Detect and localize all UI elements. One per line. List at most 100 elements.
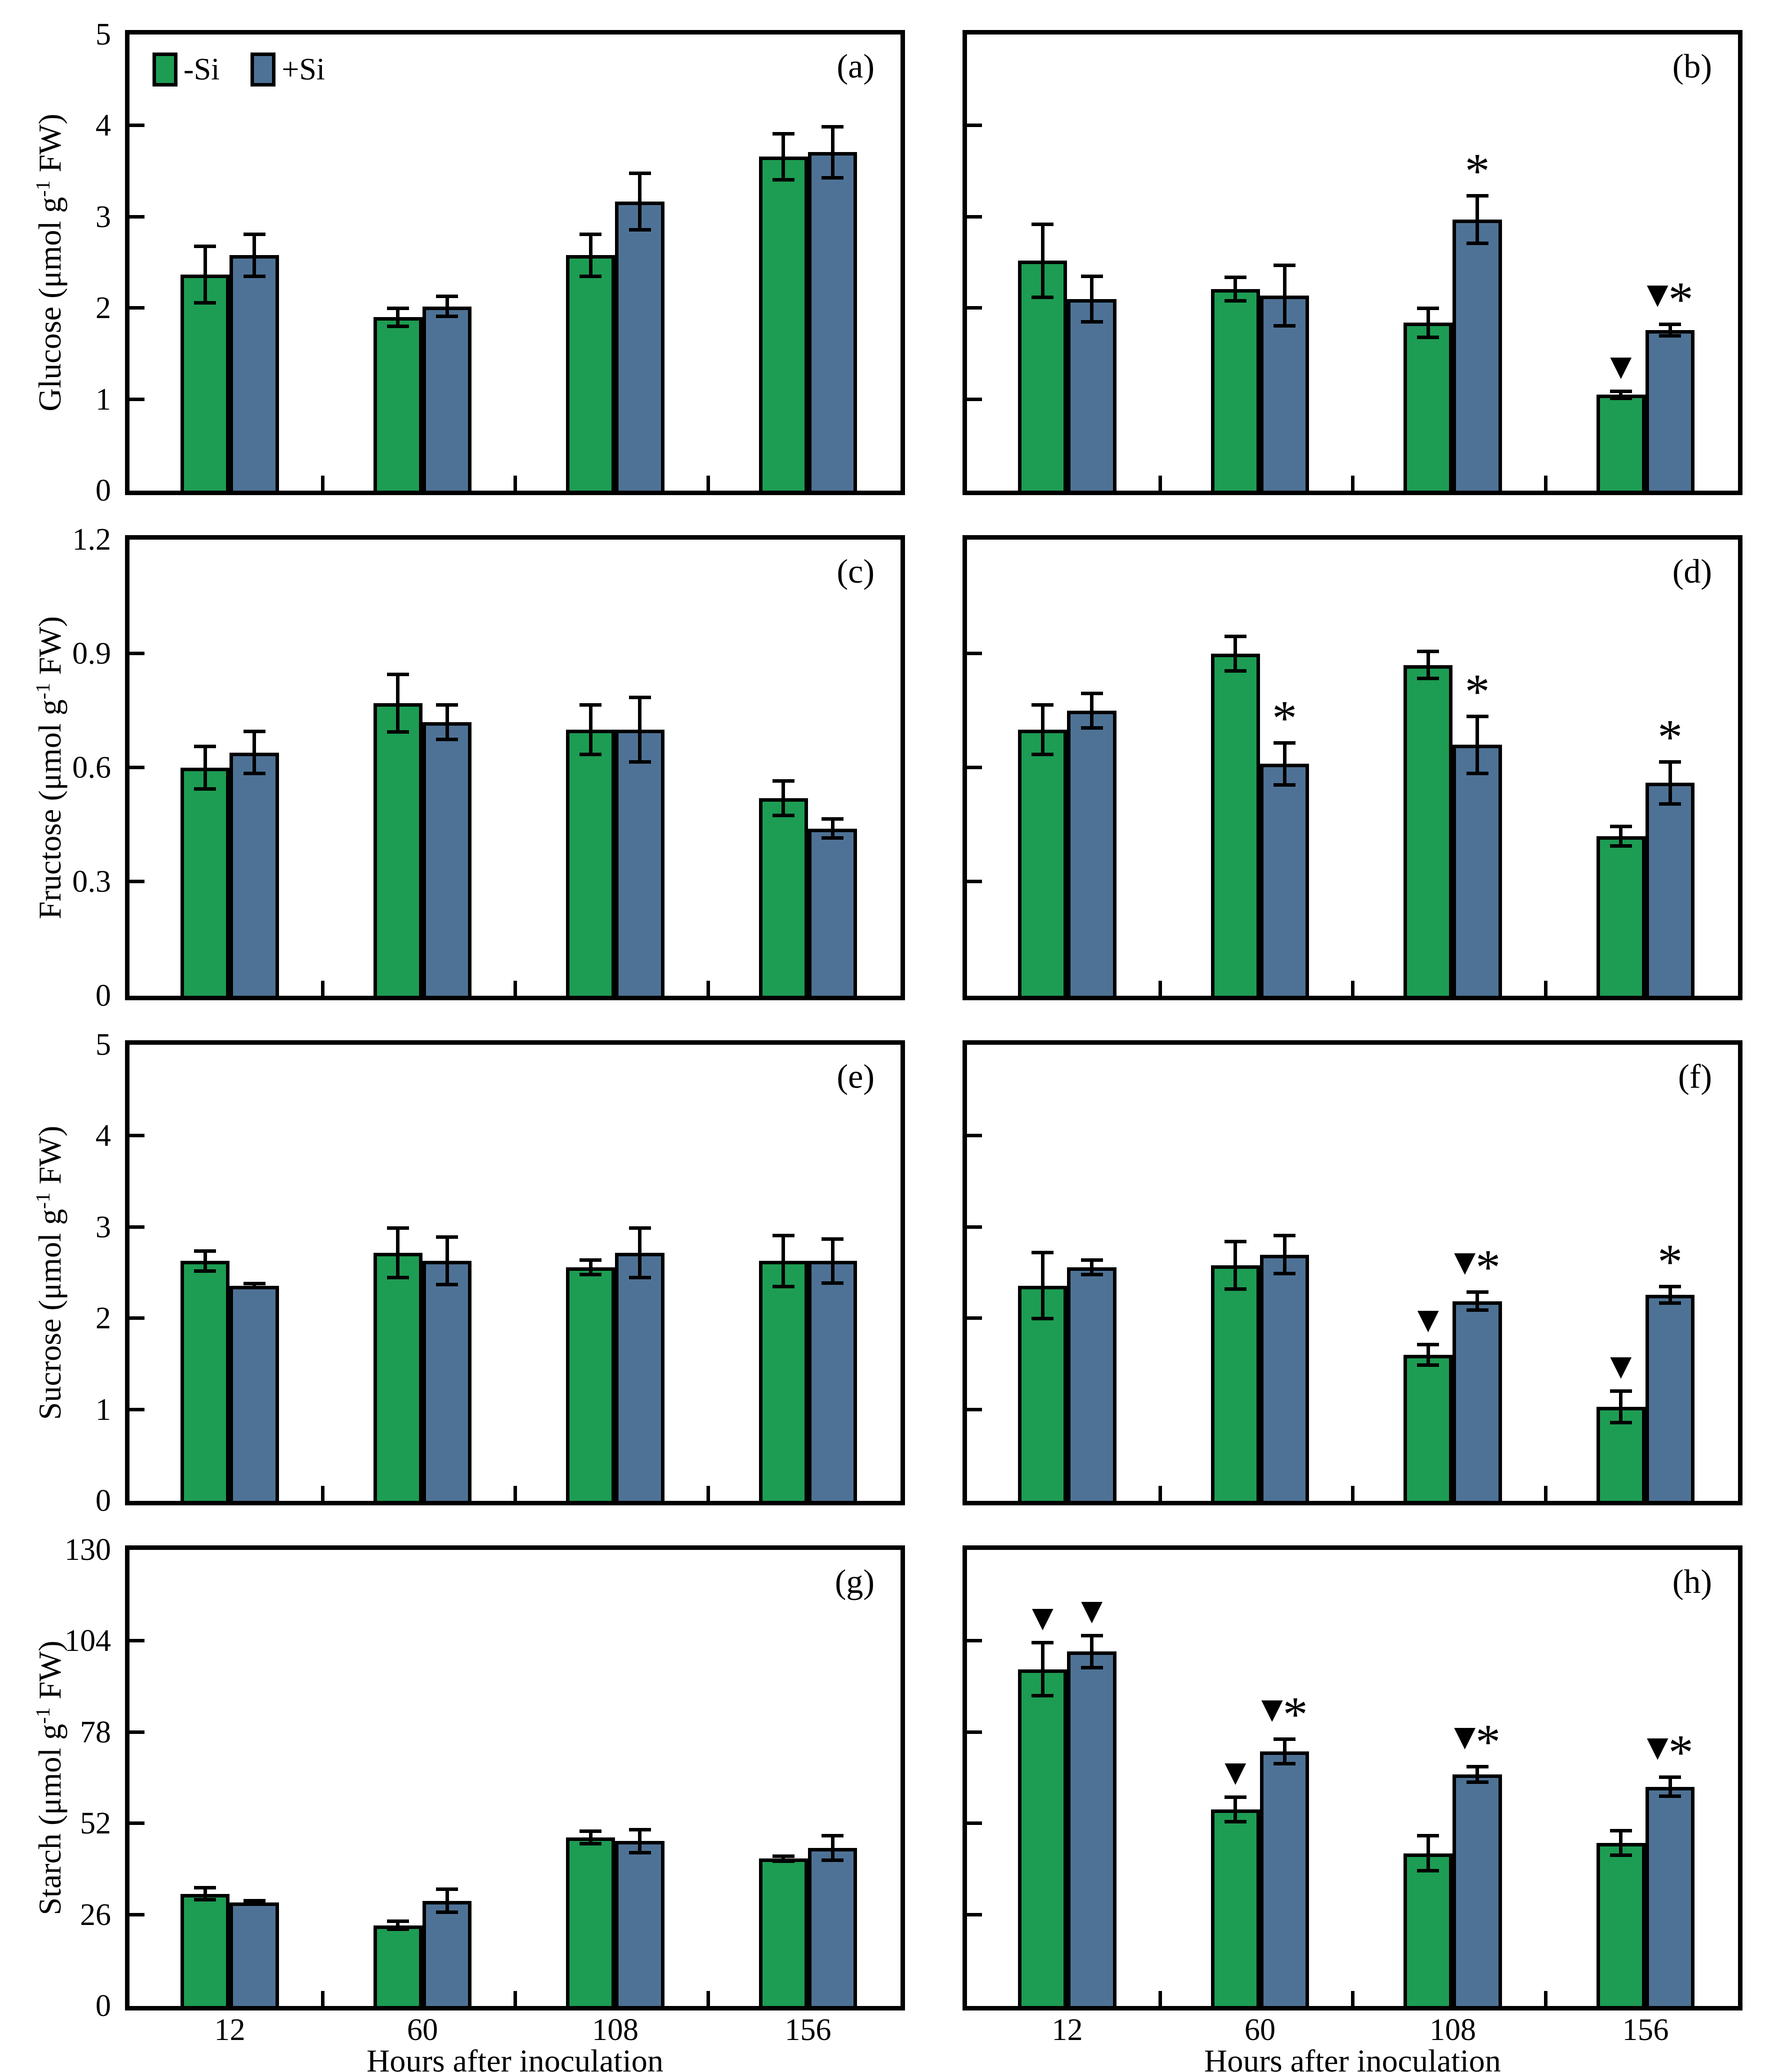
triangle-marker-icon: ▼ (1417, 1303, 1439, 1336)
x-axis-tick (514, 1486, 517, 1501)
error-bar-cap-bottom (1274, 783, 1296, 787)
error-bar (252, 730, 256, 776)
error-bar-cap-bottom (194, 1269, 216, 1273)
y-axis-title: Starch (μmol g-1 FW) (32, 1640, 68, 1915)
error-bar (1476, 714, 1480, 776)
error-bar (396, 306, 400, 329)
x-tick-label: 108 (592, 2013, 638, 2047)
y-tick-label: 26 (80, 1897, 111, 1932)
error-bar (1040, 703, 1044, 757)
error-bar (1040, 222, 1044, 299)
error-bar-cap-bottom (580, 1273, 602, 1277)
error-bar-cap-bottom (1466, 772, 1488, 776)
error-bar (396, 1919, 400, 1931)
significance-markers: * (1628, 712, 1712, 762)
error-bar (1476, 1765, 1480, 1784)
y-axis-tick (967, 1316, 982, 1320)
error-bar-cap-top (1659, 760, 1682, 764)
error-bar-cap-top (1224, 635, 1246, 638)
error-bar-cap-top (1417, 650, 1440, 654)
y-tick-label: 52 (80, 1806, 111, 1841)
error-bar (638, 171, 642, 232)
error-bar-cap-top (628, 1827, 651, 1831)
bar-plus-si (230, 1902, 279, 2006)
x-tick-label: 12 (214, 2013, 246, 2047)
error-bar-cap-bottom (822, 836, 844, 840)
error-bar-cap-bottom (1417, 1363, 1440, 1367)
error-bar-cap-bottom (1466, 242, 1488, 246)
y-tick-label: 3 (96, 1210, 111, 1244)
significance-markers: ▼ (1386, 1306, 1470, 1334)
bar-plus-si (1645, 330, 1695, 491)
y-axis-tick (967, 1134, 982, 1138)
error-bar (830, 817, 834, 840)
x-axis-tick (1351, 476, 1354, 491)
bar-minus-si (1018, 730, 1068, 996)
error-bar-cap-bottom (1032, 295, 1054, 299)
y-axis-tick (130, 766, 144, 769)
error-bar-cap-top (628, 695, 651, 699)
chart-panel-f: (f) ▼ ▼ ▼ * * (962, 1040, 1742, 1505)
error-bar-cap-bottom (436, 1910, 458, 1914)
error-bar-cap-bottom (1610, 844, 1632, 848)
error-bar-cap-top (1274, 1233, 1296, 1237)
error-bar-cap-top (1080, 692, 1103, 695)
error-bar (252, 232, 256, 279)
error-bar-cap-top (580, 1258, 602, 1262)
bar-plus-si (1645, 783, 1695, 996)
bar-minus-si (758, 157, 808, 491)
bar-minus-si (1404, 1355, 1453, 1501)
error-bar-cap-top (822, 1237, 844, 1241)
error-bar-cap-bottom (1224, 299, 1246, 303)
triangle-marker-icon: ▼ (1610, 1350, 1632, 1383)
y-axis-tick (967, 397, 982, 401)
triangle-marker-icon: ▼ (1454, 1245, 1476, 1278)
error-bar-cap-bottom (194, 301, 216, 305)
error-bar-cap-bottom (1417, 677, 1440, 681)
panel-letter: (g) (834, 1562, 874, 1600)
significance-markers: ▼ (1578, 352, 1664, 381)
chart-panel-e: (e) (125, 1040, 905, 1505)
y-axis-tick (130, 124, 144, 128)
error-bar (396, 673, 400, 734)
y-tick-label: 2 (96, 291, 111, 326)
error-bar-cap-bottom (1659, 1301, 1682, 1305)
error-bar-cap-top (628, 1226, 651, 1230)
error-bar (830, 1237, 834, 1285)
error-bar-cap-top (243, 1282, 266, 1286)
y-tick-label: 0.6 (72, 751, 112, 785)
bar-minus-si (1404, 1853, 1453, 2006)
x-axis-tick (1158, 476, 1162, 491)
bar-plus-si (615, 1252, 664, 1501)
x-axis-tick (706, 1991, 710, 2006)
error-bar-cap-bottom (436, 737, 458, 741)
bar-plus-si (230, 1285, 279, 1501)
significance-markers: ▼ * (1435, 1242, 1520, 1292)
error-bar (638, 1827, 642, 1854)
y-axis-tick (130, 880, 144, 883)
bar-minus-si (373, 703, 422, 996)
y-tick-label: 1 (96, 1392, 111, 1427)
error-bar-cap-top (1659, 1284, 1682, 1288)
error-bar-cap-bottom (580, 753, 602, 757)
bar-minus-si (1210, 1265, 1260, 1501)
bar-plus-si (1452, 1301, 1502, 1501)
error-bar-cap-bottom (1032, 1316, 1054, 1320)
error-bar (1040, 1641, 1044, 1697)
x-axis-tick (1351, 981, 1354, 996)
error-bar-cap-top (1080, 274, 1103, 278)
y-axis-tick (130, 215, 144, 219)
bar-minus-si (566, 1267, 616, 1501)
error-bar (1476, 194, 1480, 246)
error-bar-cap-bottom (436, 1283, 458, 1287)
error-bar-cap-top (1466, 1765, 1488, 1769)
error-bar (1619, 825, 1623, 848)
bar-minus-si (1596, 1842, 1646, 2006)
y-tick-label: 130 (64, 1533, 111, 1567)
bar-plus-si (422, 1900, 472, 2006)
bar-plus-si (808, 828, 858, 996)
error-bar-cap-top (243, 232, 266, 236)
error-bar-cap-top (822, 817, 844, 821)
x-axis-tick (1158, 981, 1162, 996)
y-axis-tick (130, 652, 144, 655)
